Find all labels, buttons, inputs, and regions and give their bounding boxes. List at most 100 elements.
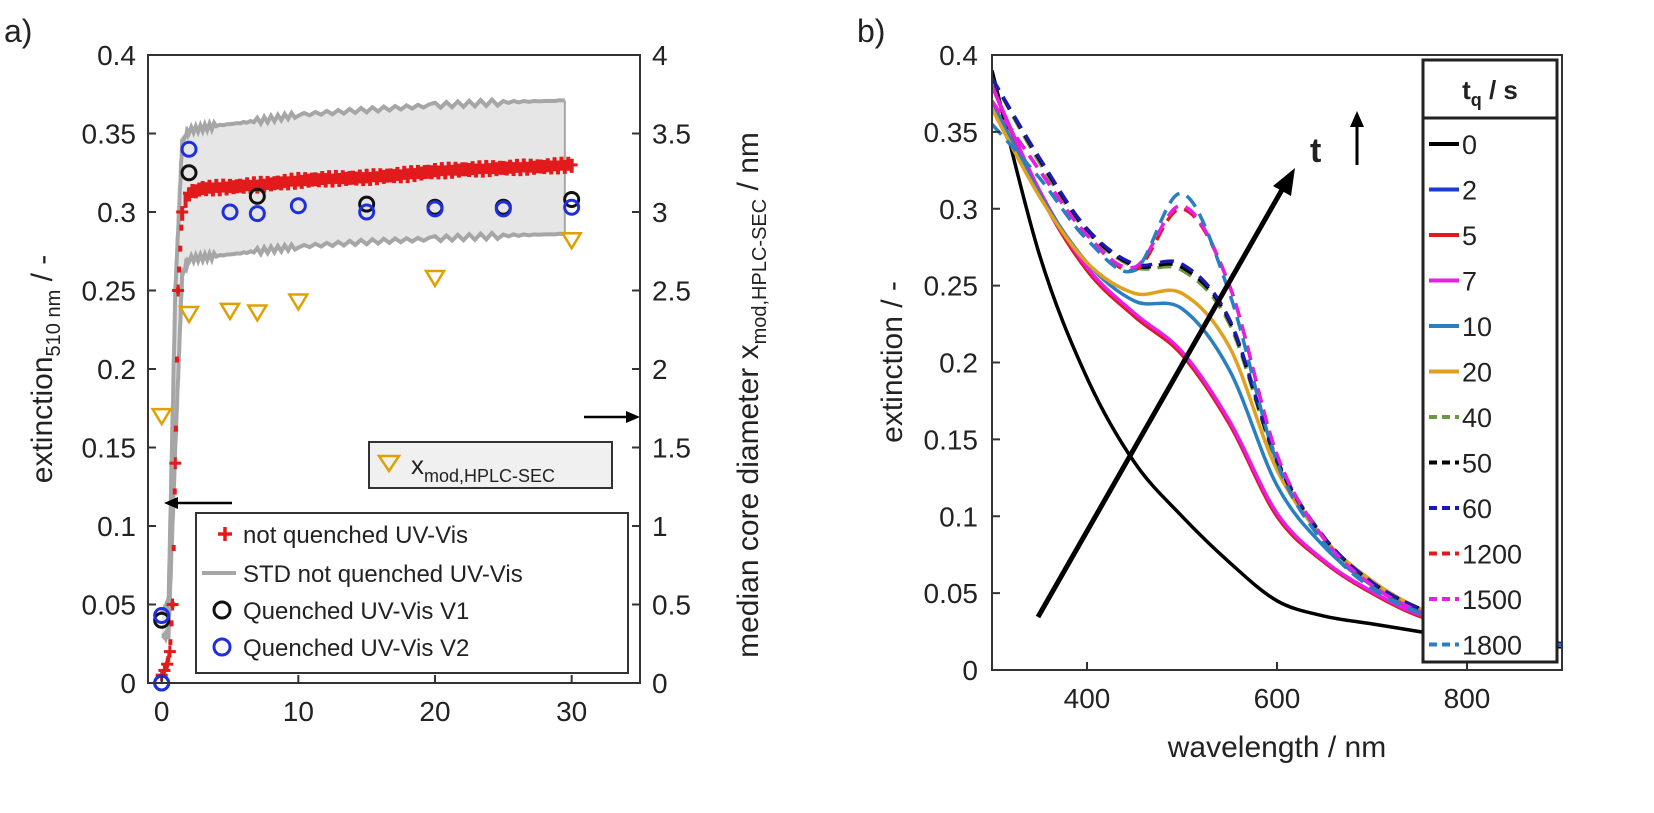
red-point: [299, 174, 304, 189]
legend-xmod-marker: [376, 454, 402, 474]
red-point: [193, 184, 198, 199]
y-tick-label-b: 0.1: [939, 501, 978, 532]
xmod-point: [560, 232, 583, 251]
std-lower-line: [161, 230, 565, 645]
red-point: [168, 639, 173, 646]
y-tick-label-a: 0.15: [82, 433, 137, 464]
red-point: [172, 488, 177, 495]
left-axis-arrow: [164, 497, 232, 509]
red-point: [532, 160, 537, 175]
red-point: [436, 165, 441, 180]
arrow-label-t: t: [1310, 132, 1321, 170]
legend-v1-marker: [212, 600, 232, 620]
legend-b-label: 50: [1462, 449, 1492, 479]
red-point: [306, 173, 311, 188]
red-point: [392, 169, 396, 184]
red-point: [491, 160, 496, 175]
red-point: [378, 168, 383, 183]
red-point: [337, 172, 342, 187]
y-tick-label-b: 0.4: [939, 40, 978, 71]
x-tick-label-a: 30: [556, 696, 587, 727]
xmod-point: [287, 293, 310, 312]
legend-label-v2: Quenched UV-Vis V2: [243, 635, 469, 662]
xmod-point: [218, 302, 242, 322]
red-point: [289, 172, 294, 187]
legend-b-label: 1200: [1462, 540, 1522, 570]
panel-label-a: a): [4, 13, 32, 49]
red-point: [327, 170, 332, 185]
legend-b-label: 20: [1462, 358, 1492, 388]
spectrum-line-1800: [992, 123, 1562, 648]
red-point: [422, 165, 427, 180]
red-point: [474, 163, 478, 178]
red-point: [330, 173, 335, 188]
right-axis-ticks: 0 0.5 1 1.5 2 2.5 3 3.5 4: [632, 40, 691, 699]
red-point: [187, 187, 191, 202]
red-point: [282, 173, 287, 188]
std-band-fill: [161, 100, 565, 636]
red-point: [234, 179, 239, 194]
x-tick-label-a: 20: [419, 696, 450, 727]
red-point: [320, 170, 325, 185]
red-point: [303, 172, 308, 187]
y-tick-label-a: 0.05: [82, 590, 137, 621]
red-point: [347, 170, 352, 185]
legend-b-label: 40: [1462, 403, 1492, 433]
red-point: [357, 169, 362, 184]
red-point: [388, 168, 393, 183]
red-point: [515, 158, 519, 173]
x-axis-label-b: wavelength / nm: [1167, 731, 1386, 764]
red-point: [446, 161, 451, 176]
std-upper-line: [160, 96, 565, 615]
red-point: [477, 160, 482, 175]
red-points-group: [155, 156, 578, 682]
red-point: [210, 182, 215, 197]
red-point: [415, 164, 420, 179]
v2-point: [180, 140, 198, 158]
red-point: [190, 183, 195, 198]
red-point: [433, 163, 437, 178]
x-tick-label-a: 10: [283, 696, 314, 727]
red-point: [467, 163, 472, 178]
legend-b-label: 1500: [1462, 585, 1522, 615]
red-point: [508, 159, 513, 174]
red-point: [176, 287, 181, 294]
v2-point: [289, 197, 307, 215]
red-point: [316, 173, 321, 188]
red-point: [286, 176, 291, 191]
legend-b-label: 60: [1462, 494, 1492, 524]
y-tick-label-a: 0: [120, 668, 136, 699]
v1-point: [563, 190, 581, 208]
red-point: [460, 162, 465, 177]
xmod-point: [423, 269, 447, 289]
v2-point: [248, 205, 266, 223]
red-point: [381, 169, 386, 184]
x-tick-label-b: 600: [1254, 683, 1301, 714]
legend-red-marker: [218, 527, 232, 541]
red-point: [173, 425, 178, 432]
y-axis-label-a: extinction510 nm / -: [26, 255, 65, 483]
red-point: [521, 158, 526, 173]
legend-label-std: STD not quenched UV-Vis: [243, 561, 523, 588]
legend-b-label: 7: [1462, 267, 1477, 297]
red-point: [535, 159, 540, 174]
x-axis-ticks-a: 0 10 20 30: [154, 675, 587, 727]
y-tick-label-a: 0.4: [97, 40, 136, 71]
v1-point: [358, 195, 376, 213]
red-point: [344, 171, 349, 186]
red-point: [484, 159, 489, 174]
red-point: [171, 544, 176, 551]
legend-label-v1: Quenched UV-Vis V1: [243, 598, 469, 625]
red-point: [494, 162, 499, 177]
legend-b-title: tq / s: [1462, 75, 1518, 110]
red-point: [419, 166, 424, 181]
y2-tick-label-a: 2.5: [652, 276, 691, 307]
red-point: [221, 178, 226, 193]
red-point: [368, 171, 373, 186]
v2-point: [153, 606, 171, 624]
red-point: [409, 165, 414, 180]
red-point: [166, 656, 171, 663]
red-point: [385, 168, 390, 183]
v2-point: [358, 203, 376, 221]
